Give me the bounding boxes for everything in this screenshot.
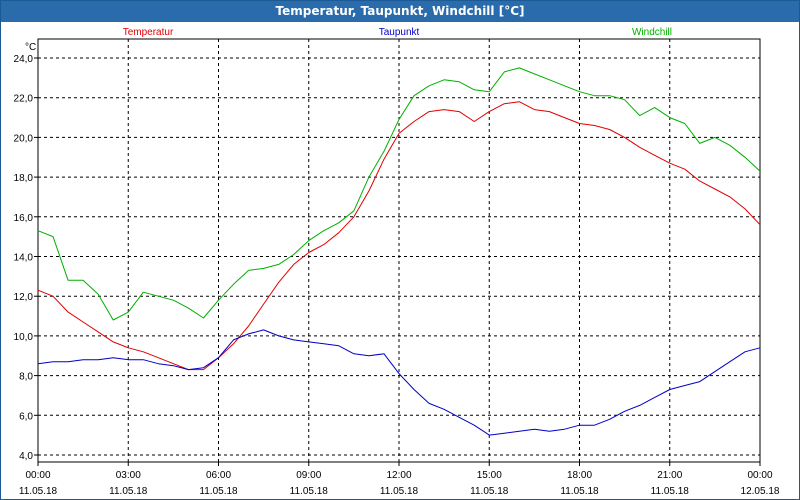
x-tick-time: 15:00 <box>477 470 502 481</box>
window-title: Temperatur, Taupunkt, Windchill [°C] <box>1 1 799 22</box>
x-tick-date: 11.05.18 <box>199 486 238 497</box>
x-tick-date: 11.05.18 <box>19 486 58 497</box>
x-axis-ticks: 00:00 11.05.18 03:00 11.05.18 06:00 11.05.18 0… <box>19 462 780 497</box>
y-tick-label: 8,0 <box>19 372 33 383</box>
x-tick-date: 11.05.18 <box>560 486 599 497</box>
series-line-temperatur <box>37 101 761 371</box>
x-tick-time: 03:00 <box>116 470 141 481</box>
y-tick-label: 10,0 <box>14 332 34 343</box>
y-axis-label: °C <box>25 42 36 53</box>
x-tick-date: 12.05.18 <box>741 486 780 497</box>
x-tick-date: 11.05.18 <box>651 486 690 497</box>
x-tick-time: 00:00 <box>747 470 772 481</box>
x-tick-time: 18:00 <box>567 470 592 481</box>
y-tick-label: 20,0 <box>14 133 34 144</box>
y-tick-label: 16,0 <box>14 213 34 224</box>
y-tick-label: 18,0 <box>14 173 34 184</box>
y-tick-label: 22,0 <box>14 94 34 105</box>
x-tick-time: 21:00 <box>657 470 682 481</box>
grid-lines <box>38 39 760 462</box>
x-tick-date: 11.05.18 <box>470 486 509 497</box>
legend-taupunkt: Taupunkt <box>379 27 420 38</box>
series-line-taupunkt <box>37 329 761 436</box>
legend-temperatur: Temperatur <box>123 27 174 38</box>
x-tick-date: 11.05.18 <box>109 486 148 497</box>
series-lines <box>37 67 761 436</box>
y-tick-label: 6,0 <box>19 411 33 422</box>
series-line-windchill <box>37 67 761 321</box>
x-tick-date: 11.05.18 <box>380 486 419 497</box>
x-tick-date: 11.05.18 <box>290 486 329 497</box>
y-tick-label: 24,0 <box>14 54 34 65</box>
x-tick-time: 00:00 <box>25 470 50 481</box>
x-tick-time: 06:00 <box>206 470 231 481</box>
x-tick-time: 09:00 <box>296 470 321 481</box>
y-tick-label: 4,0 <box>19 451 33 462</box>
y-tick-label: 14,0 <box>14 253 34 264</box>
x-tick-time: 12:00 <box>386 470 411 481</box>
y-axis-ticks: 4,0 6,0 8,0 10,0 12,0 14,0 16,0 18,0 20,0 22,0 24,… <box>14 54 38 462</box>
y-tick-label: 12,0 <box>14 292 34 303</box>
legend-windchill: Windchill <box>632 27 672 38</box>
